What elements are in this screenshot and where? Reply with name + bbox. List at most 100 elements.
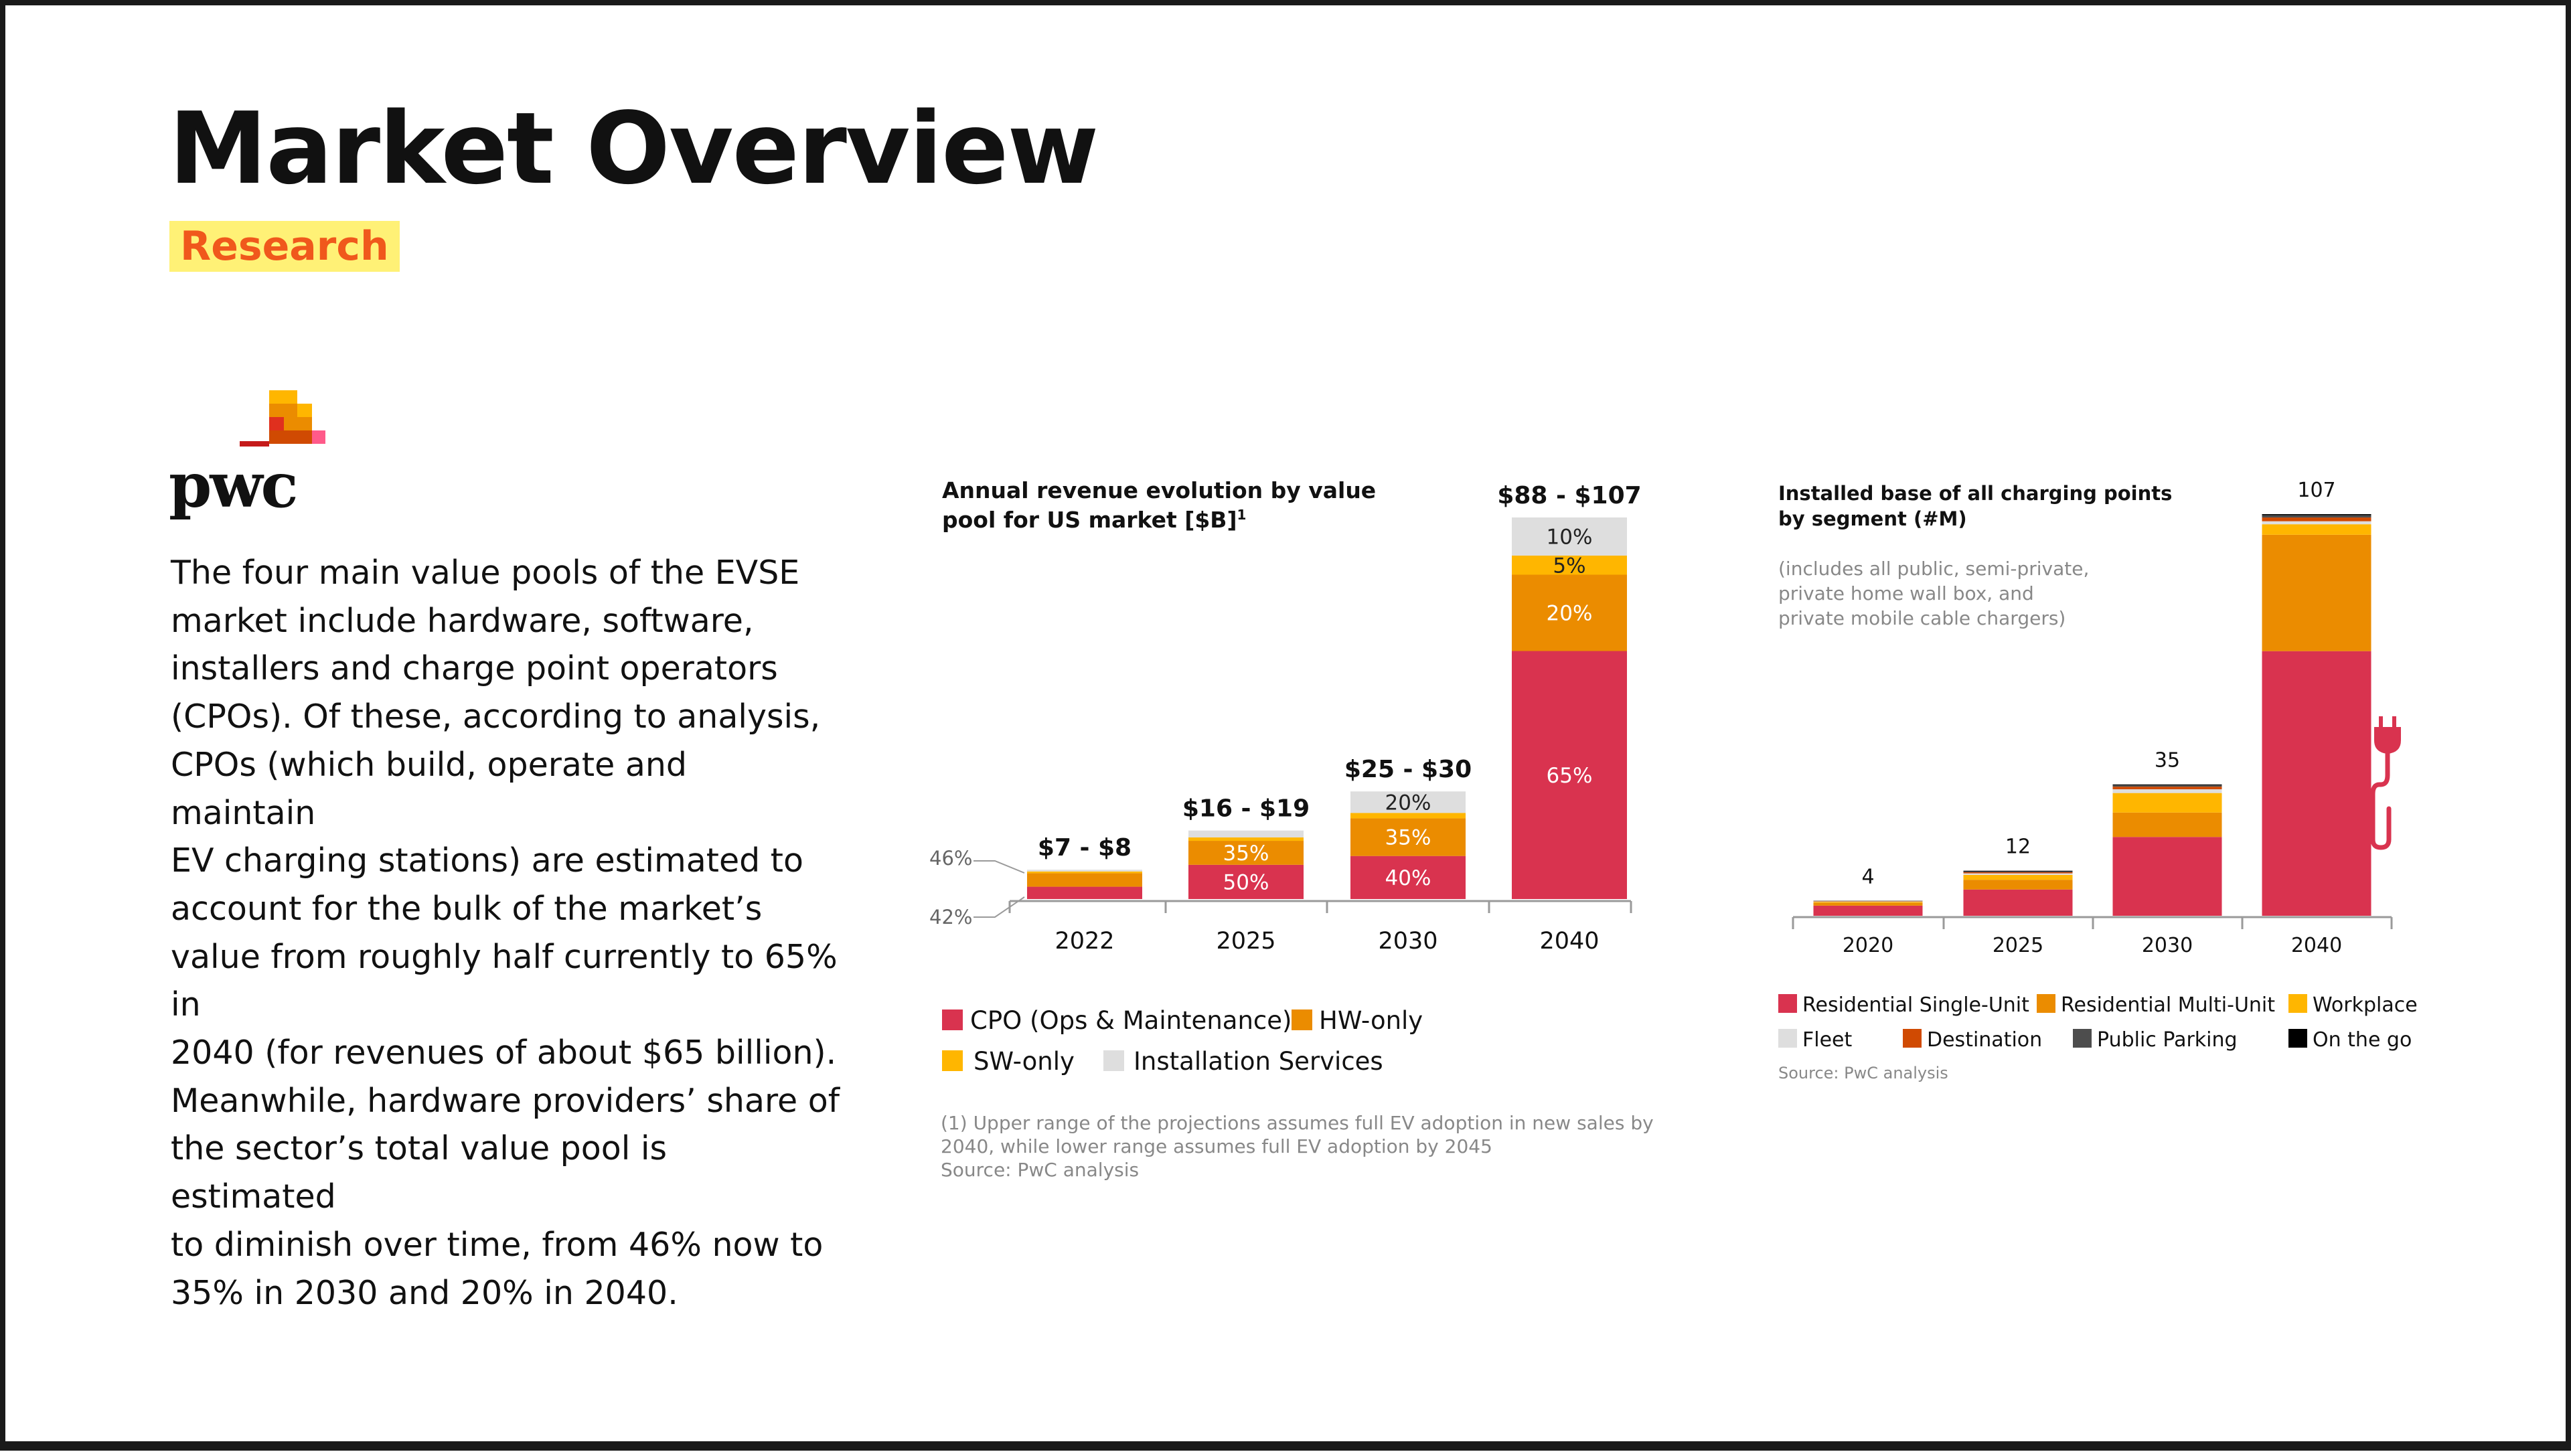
legend-swatch-fleet — [1778, 1029, 1797, 1048]
legend-swatch-destination — [1903, 1029, 1922, 1048]
footnote-line: (1) Upper range of the projections assum… — [941, 1112, 1654, 1134]
legend-label-fleet: Fleet — [1802, 1028, 1853, 1052]
installed-chart-subtitle-line: (includes all public, semi-private, — [1778, 558, 2089, 580]
segment-label: 20% — [1547, 602, 1593, 626]
bar-total-label: $88 - $107 — [1497, 482, 1641, 509]
x-tick-label: 2030 — [1378, 928, 1437, 955]
x-tick-label: 2025 — [1216, 928, 1275, 955]
installed-chart-title-line: Installed base of all charging points — [1778, 482, 2172, 505]
bar-segment-hw — [1027, 873, 1142, 886]
side-annotation-leader — [973, 861, 1024, 873]
legend-swatch-residential-multi — [2037, 994, 2055, 1013]
legend-label-destination: Destination — [1927, 1028, 2042, 1052]
revenue-chart: Annual revenue evolution by value pool f… — [929, 477, 1654, 1181]
charts-canvas: Annual revenue evolution by value pool f… — [5, 5, 2571, 1456]
bar-total-label: 107 — [2297, 479, 2335, 502]
footnote-source: Source: PwC analysis — [941, 1159, 1139, 1181]
legend-swatch-install — [1103, 1050, 1124, 1071]
legend-label-cpo: CPO (Ops & Maintenance) — [970, 1006, 1292, 1035]
bar-segment-residential_multi — [1964, 880, 2073, 890]
bar-segment-residential_multi — [1814, 902, 1923, 905]
bar-segment-residential_single — [1964, 890, 2073, 916]
bar-segment-destination — [2113, 787, 2222, 789]
legend-label-sw: SW-only — [973, 1047, 1075, 1076]
bar-segment-workplace — [2262, 524, 2371, 535]
bar-segment-fleet — [2262, 521, 2371, 524]
bar-segment-residential_multi — [2113, 813, 2222, 837]
bar-segment-public_parking — [2113, 785, 2222, 787]
x-tick-label: 2020 — [1843, 934, 1893, 957]
bar-segment-workplace — [1964, 875, 2073, 880]
bar-total-label: 4 — [1861, 866, 1874, 889]
bar-segment-public_parking — [2262, 515, 2371, 517]
bar-segment-fleet — [2113, 789, 2222, 793]
x-tick-label: 2022 — [1055, 928, 1114, 955]
bar-segment-destination — [1814, 901, 1923, 902]
legend-swatch-residential-single — [1778, 994, 1797, 1013]
bar-segment-residential_single — [1814, 906, 1923, 916]
bar-total-label: $16 - $19 — [1182, 795, 1310, 823]
revenue-chart-title-line: Annual revenue evolution by value — [942, 477, 1376, 503]
revenue-side-annotations: 46% 42% — [929, 847, 1024, 928]
legend-swatch-sw — [942, 1050, 963, 1071]
bar-segment-on_the_go — [1964, 871, 2073, 872]
segment-label: 20% — [1385, 791, 1431, 815]
bar-segment-sw — [1188, 837, 1304, 841]
legend-swatch-workplace — [2288, 994, 2307, 1013]
legend-label-hw: HW-only — [1319, 1006, 1423, 1035]
segment-label: 50% — [1223, 870, 1269, 894]
bar-segment-destination — [1964, 872, 2073, 874]
x-tick-label: 2030 — [2142, 934, 2193, 957]
installed-chart-subtitle-line: private home wall box, and — [1778, 582, 2034, 604]
bar-total-label: $7 - $8 — [1038, 834, 1132, 862]
segment-label: 65% — [1547, 764, 1593, 788]
legend-label-on-the-go: On the go — [2313, 1028, 2412, 1052]
bar-segment-residential_single — [2113, 837, 2222, 916]
x-tick-label: 2025 — [1993, 934, 2043, 957]
installed-legend: Residential Single-Unit Residential Mult… — [1778, 993, 2418, 1052]
bar-segment-install — [1027, 870, 1142, 872]
revenue-legend: CPO (Ops & Maintenance) HW-only SW-only … — [942, 1006, 1423, 1076]
bar-segment-residential_multi — [2262, 535, 2371, 651]
bar-total-label: $25 - $30 — [1344, 756, 1472, 783]
legend-label-residential-multi: Residential Multi-Unit — [2061, 993, 2275, 1017]
bar-segment-workplace — [2113, 793, 2222, 813]
ev-plug-icon — [2373, 716, 2401, 847]
segment-label: 35% — [1385, 826, 1431, 850]
installed-base-chart: Installed base of all charging points by… — [1778, 479, 2418, 1082]
installed-chart-title-line: by segment (#M) — [1778, 507, 1967, 530]
segment-label: 40% — [1385, 866, 1431, 890]
bar-segment-cpo — [1027, 887, 1142, 899]
segment-label: 10% — [1547, 525, 1593, 550]
footnote-line: 2040, while lower range assumes full EV … — [941, 1135, 1492, 1157]
legend-label-workplace: Workplace — [2313, 993, 2418, 1017]
installed-source: Source: PwC analysis — [1778, 1064, 1948, 1082]
side-annotation-42: 42% — [929, 906, 972, 928]
revenue-bars: $7 - $8 2022 50% 35% $16 - $19 2025 40% 35% 20% $… — [1027, 482, 1642, 955]
legend-swatch-public-parking — [2073, 1029, 2092, 1048]
legend-label-residential-single: Residential Single-Unit — [1802, 993, 2029, 1017]
side-annotation-46: 46% — [929, 847, 972, 870]
bar-total-label: 35 — [2155, 749, 2180, 773]
legend-swatch-on-the-go — [2288, 1029, 2307, 1048]
bar-total-label: 12 — [2005, 835, 2031, 859]
bar-segment-residential_single — [2262, 651, 2371, 916]
bar-segment-fleet — [1964, 874, 2073, 875]
x-tick-label: 2040 — [1539, 928, 1599, 955]
segment-label: 35% — [1223, 841, 1269, 866]
bar-segment-install — [1188, 831, 1304, 837]
installed-chart-subtitle-line: private mobile cable chargers) — [1778, 607, 2066, 629]
bar-segment-destination — [2262, 517, 2371, 521]
legend-swatch-hw — [1292, 1009, 1312, 1030]
x-tick-label: 2040 — [2291, 934, 2342, 957]
legend-swatch-cpo — [942, 1009, 963, 1030]
revenue-chart-title-line: pool for US market [$B]1 — [942, 507, 1246, 533]
bar-segment-on_the_go — [2262, 514, 2371, 515]
segment-label: 5% — [1553, 554, 1585, 578]
installed-bars: 4 2020 12 2025 35 2030 107 2040 — [1814, 479, 2371, 957]
revenue-footnote: (1) Upper range of the projections assum… — [941, 1112, 1654, 1181]
legend-label-install: Installation Services — [1134, 1047, 1383, 1076]
legend-label-public-parking: Public Parking — [2097, 1028, 2238, 1052]
bar-segment-sw — [1027, 872, 1142, 874]
